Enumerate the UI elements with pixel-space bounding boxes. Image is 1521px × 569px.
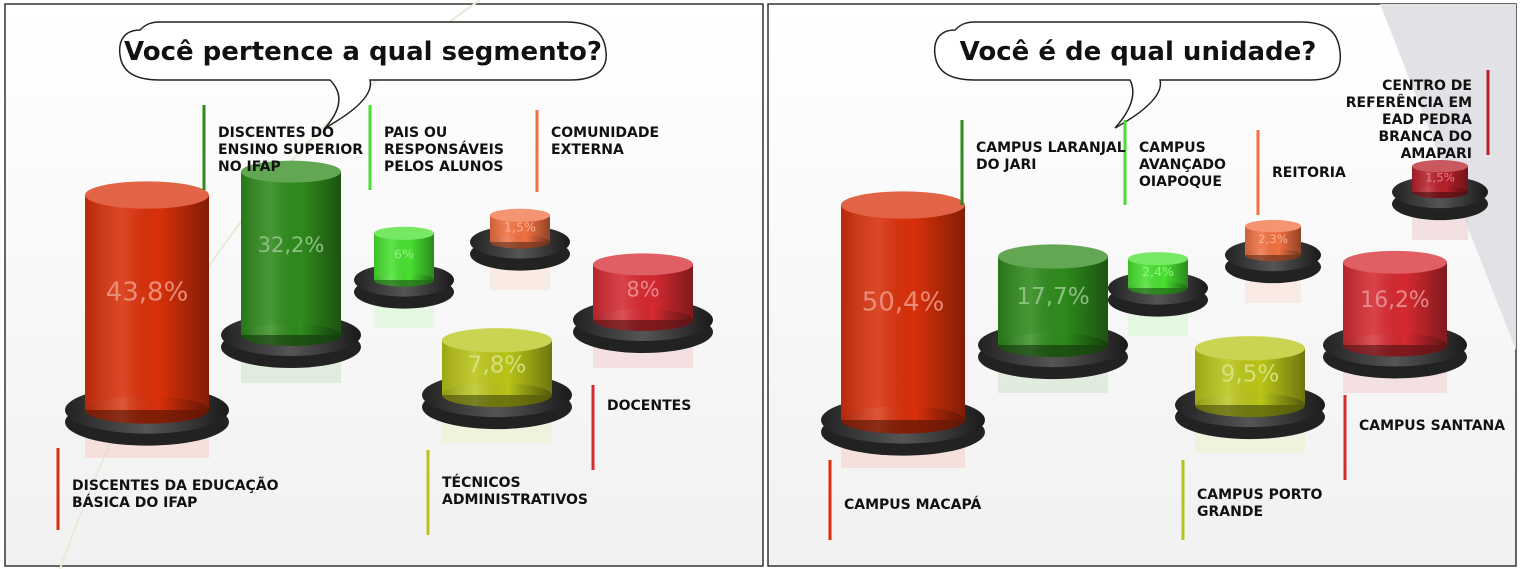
category-label: PAIS OU RESPONSÁVEIS PELOS ALUNOS xyxy=(384,125,504,175)
cylinder-bottom-edge xyxy=(1195,392,1305,418)
category-label: CAMPUS MACAPÁ xyxy=(844,497,982,513)
cylinder-bottom-edge xyxy=(1343,333,1447,357)
chart-title: Você é de qual unidade? xyxy=(960,37,1317,67)
category-label: REITORIA xyxy=(1272,165,1346,181)
value-label: 17,7% xyxy=(1016,284,1089,310)
cylinder-top xyxy=(490,208,550,222)
cylinder-top xyxy=(593,253,693,276)
cylinder-top xyxy=(1128,252,1188,266)
cylinder-bottom-edge xyxy=(1128,281,1188,295)
value-label: 2,3% xyxy=(1258,232,1288,246)
cylinder-top xyxy=(841,191,965,219)
cylinder-shade xyxy=(841,205,965,420)
speech-bubble xyxy=(118,21,607,129)
cylinder-shade xyxy=(85,195,209,410)
cylinder-top xyxy=(1195,336,1305,361)
cylinder-shade xyxy=(998,256,1108,345)
cylinder-top xyxy=(1343,250,1447,274)
cylinder-top xyxy=(85,181,209,209)
value-label: 50,4% xyxy=(862,287,945,317)
category-label: CAMPUS SANTANA xyxy=(1359,418,1506,434)
cylinder-shade xyxy=(1343,262,1447,345)
cylinder-bottom-edge xyxy=(1412,185,1468,199)
cylinder-top xyxy=(374,226,434,240)
category-label: CAMPUS PORTO GRANDE xyxy=(1197,487,1323,520)
speech-bubble xyxy=(933,21,1342,129)
category-label: DOCENTES xyxy=(607,398,692,414)
cylinder-top xyxy=(241,160,341,183)
cylinder-bottom-edge xyxy=(593,309,693,331)
category-label: CENTRO DE REFERÊNCIA EM EAD PEDRA BRANCA… xyxy=(1345,78,1472,162)
value-label: 1,5% xyxy=(504,220,536,235)
chart-title: Você pertence a qual segmento? xyxy=(124,37,602,67)
cylinder-top xyxy=(1245,219,1301,233)
category-label: DISCENTES DO ENSINO SUPERIOR NO IFAP xyxy=(218,125,364,175)
cylinder-shade xyxy=(241,171,341,335)
value-label: 16,2% xyxy=(1360,288,1429,313)
category-label: TÉCNICOS ADMINISTRATIVOS xyxy=(442,475,589,508)
value-label: 2,4% xyxy=(1142,264,1174,279)
cylinder-bottom-edge xyxy=(490,235,550,249)
category-label: CAMPUS AVANÇADO OIAPOQUE xyxy=(1139,140,1226,190)
cylinder-shade xyxy=(374,233,434,280)
category-label: COMUNIDADE EXTERNA xyxy=(551,125,660,158)
cylinder-bottom-edge xyxy=(1245,248,1301,262)
category-label: DISCENTES DA EDUCAÇÃO BÁSICA DO IFAP xyxy=(72,478,279,511)
value-label: 8% xyxy=(626,277,659,301)
value-label: 1,5% xyxy=(1425,171,1455,185)
cylinder-bottom-edge xyxy=(374,273,434,287)
cylinder-top xyxy=(1412,160,1468,173)
value-label: 6% xyxy=(394,247,414,262)
category-label: CAMPUS LARANJAL DO JARI xyxy=(976,140,1126,173)
cylinder-bottom-edge xyxy=(85,396,209,424)
cylinder-top xyxy=(442,328,552,353)
cylinder-top xyxy=(998,244,1108,269)
value-label: 32,2% xyxy=(258,233,325,257)
cylinder-bottom-edge xyxy=(442,382,552,408)
value-label: 7,8% xyxy=(468,353,527,379)
cylinder-bottom-edge xyxy=(241,324,341,346)
value-label: 9,5% xyxy=(1221,361,1280,387)
cylinder-bottom-edge xyxy=(998,332,1108,358)
value-label: 43,8% xyxy=(106,277,189,307)
cylinder-bottom-edge xyxy=(841,406,965,434)
